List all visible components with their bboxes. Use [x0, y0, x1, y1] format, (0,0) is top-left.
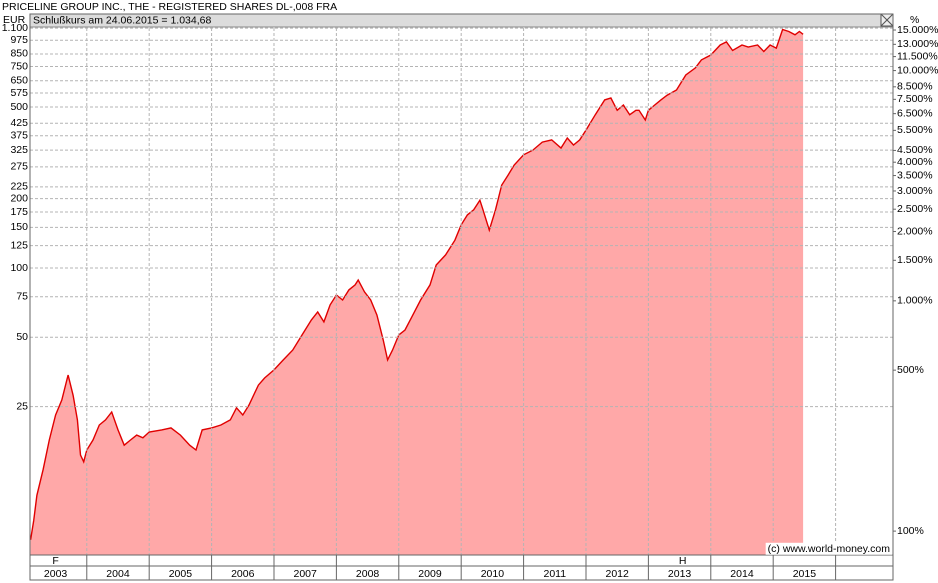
y2-axis-label: % — [910, 14, 919, 26]
y-tick-label: 1.100 — [2, 22, 28, 34]
y-tick-label: 125 — [10, 239, 28, 251]
y2-tick-label: 5.500% — [897, 124, 933, 136]
x-tick-label: 2012 — [606, 568, 630, 580]
y-tick-label: 500 — [10, 101, 28, 113]
y-tick-label: 325 — [10, 144, 28, 156]
y-tick-label: 275 — [10, 161, 28, 173]
y-tick-label: 225 — [10, 181, 28, 193]
y2-tick-label: 1.000% — [897, 295, 933, 307]
x-tick-label: 2003 — [44, 568, 68, 580]
y-tick-label: 75 — [16, 291, 28, 303]
chart-title: PRICELINE GROUP INC., THE - REGISTERED S… — [2, 1, 337, 13]
y-tick-label: 650 — [10, 75, 28, 87]
copyright-bg — [765, 542, 893, 555]
y-tick-label: 575 — [10, 87, 28, 99]
y2-tick-label: 3.500% — [897, 169, 933, 181]
y2-tick-label: 10.000% — [897, 64, 938, 76]
marker-label: H — [679, 555, 687, 567]
x-tick-label: 2015 — [793, 568, 817, 580]
header-text: Schlußkurs am 24.06.2015 = 1.034,68 — [33, 14, 211, 26]
x-tick-label: 2004 — [106, 568, 130, 580]
y2-tick-label: 4.000% — [897, 156, 933, 168]
y2-tick-label: 6.500% — [897, 107, 933, 119]
y2-tick-label: 8.500% — [897, 81, 933, 93]
x-tick-label: 2013 — [668, 568, 692, 580]
y2-tick-label: 100% — [897, 525, 924, 537]
y2-tick-label: 2.000% — [897, 225, 933, 237]
y-tick-label: 975 — [10, 34, 28, 46]
x-tick-label: 2005 — [169, 568, 193, 580]
marker-label: F — [52, 555, 58, 567]
y2-tick-label: 1.500% — [897, 254, 933, 266]
y-tick-label: 200 — [10, 192, 28, 204]
y-tick-label: 850 — [10, 48, 28, 60]
x-tick-label: 2010 — [481, 568, 505, 580]
y-tick-label: 50 — [16, 331, 28, 343]
y-tick-label: 100 — [10, 262, 28, 274]
y-tick-label: 150 — [10, 221, 28, 233]
x-tick-label: 2008 — [356, 568, 380, 580]
line — [29, 28, 804, 540]
y2-tick-label: 4.500% — [897, 144, 933, 156]
y2-tick-label: 2.500% — [897, 203, 933, 215]
y-tick-label: 175 — [10, 206, 28, 218]
x-tick-label: 2014 — [730, 568, 754, 580]
x-tick-label: 2006 — [231, 568, 255, 580]
x-tick-label: 2011 — [543, 568, 566, 580]
x-tick-label: 2009 — [418, 568, 442, 580]
y-tick-label: 750 — [10, 60, 28, 72]
y2-tick-label: 3.000% — [897, 185, 933, 197]
y2-tick-label: 11.500% — [897, 50, 938, 62]
close-icon[interactable] — [880, 13, 894, 27]
plot-area — [29, 27, 893, 555]
y-tick-label: 425 — [10, 117, 28, 129]
y-tick-label: 25 — [16, 400, 28, 412]
y-axis-label: EUR — [3, 14, 26, 26]
y2-tick-label: 7.500% — [897, 93, 933, 105]
y2-tick-label: 15.000% — [897, 24, 938, 36]
copyright: (c) www.world-money.com — [768, 543, 891, 555]
x-tick-label: 2007 — [294, 568, 318, 580]
y2-tick-label: 500% — [897, 364, 924, 376]
y2-tick-label: 13.000% — [897, 38, 938, 50]
y-tick-label: 375 — [10, 130, 28, 142]
